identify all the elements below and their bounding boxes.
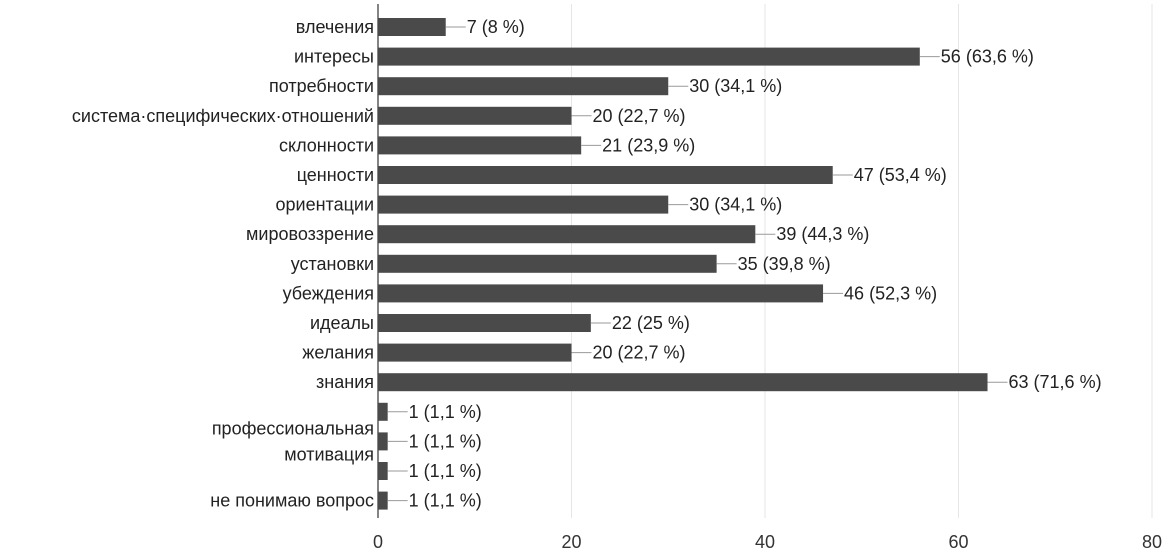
value-label: 39 (44,3 %) [776, 224, 869, 244]
category-label: мировоззрение [246, 224, 374, 244]
category-label: интересы [294, 47, 374, 67]
category-label: склонности [279, 135, 374, 155]
value-label: 1 (1,1 %) [409, 461, 482, 481]
value-label: 46 (52,3 %) [844, 283, 937, 303]
value-label: 21 (23,9 %) [602, 135, 695, 155]
value-label: 30 (34,1 %) [689, 195, 782, 215]
bar [378, 195, 669, 214]
category-label: убеждения [283, 283, 374, 303]
bar [378, 136, 582, 155]
category-label: знания [316, 372, 374, 392]
value-label: 63 (71,6 %) [1009, 372, 1102, 392]
group-category-label: профессиональная [212, 418, 374, 438]
value-label: 35 (39,8 %) [738, 254, 831, 274]
category-label: не понимаю вопрос [210, 491, 374, 511]
x-tick-label: 40 [755, 532, 775, 552]
bar [378, 166, 833, 184]
category-label: идеалы [310, 313, 374, 333]
bar [378, 491, 388, 510]
group-category-label: мотивация [284, 444, 374, 464]
bar [378, 432, 388, 451]
x-tick-label: 60 [948, 532, 968, 552]
category-label: установки [291, 254, 374, 274]
category-label: влечения [296, 17, 374, 37]
value-label: 56 (63,6 %) [941, 47, 1034, 67]
bar [378, 373, 988, 392]
value-label: 1 (1,1 %) [409, 402, 482, 422]
bar [378, 18, 446, 36]
value-label: 7 (8 %) [467, 17, 525, 37]
bar [378, 462, 388, 480]
value-label: 1 (1,1 %) [409, 431, 482, 451]
value-label: 20 (22,7 %) [593, 106, 686, 126]
bar [378, 47, 920, 66]
value-label: 30 (34,1 %) [689, 76, 782, 96]
x-tick-label: 20 [561, 532, 581, 552]
bar [378, 254, 717, 273]
category-label: ценности [297, 165, 374, 185]
category-label: система·специфических·отношений [72, 106, 374, 126]
value-label: 22 (25 %) [612, 313, 690, 333]
bar [378, 225, 756, 244]
category-label: ориентации [276, 195, 375, 215]
category-label: потребности [269, 76, 374, 96]
category-label: желания [302, 343, 374, 363]
bar [378, 402, 388, 421]
bar [378, 343, 572, 362]
value-label: 1 (1,1 %) [409, 491, 482, 511]
bar [378, 284, 824, 303]
value-label: 20 (22,7 %) [593, 343, 686, 363]
labels: 0 20 40 60 80 7 (8 %) влечения 56 (63,6 %) интер… [72, 17, 1162, 552]
bar [378, 106, 572, 125]
value-label: 47 (53,4 %) [854, 165, 947, 185]
bar [378, 314, 591, 332]
bars [378, 18, 1008, 510]
x-tick-label: 0 [373, 532, 383, 552]
bar [378, 77, 669, 96]
x-tick-label: 80 [1142, 532, 1162, 552]
